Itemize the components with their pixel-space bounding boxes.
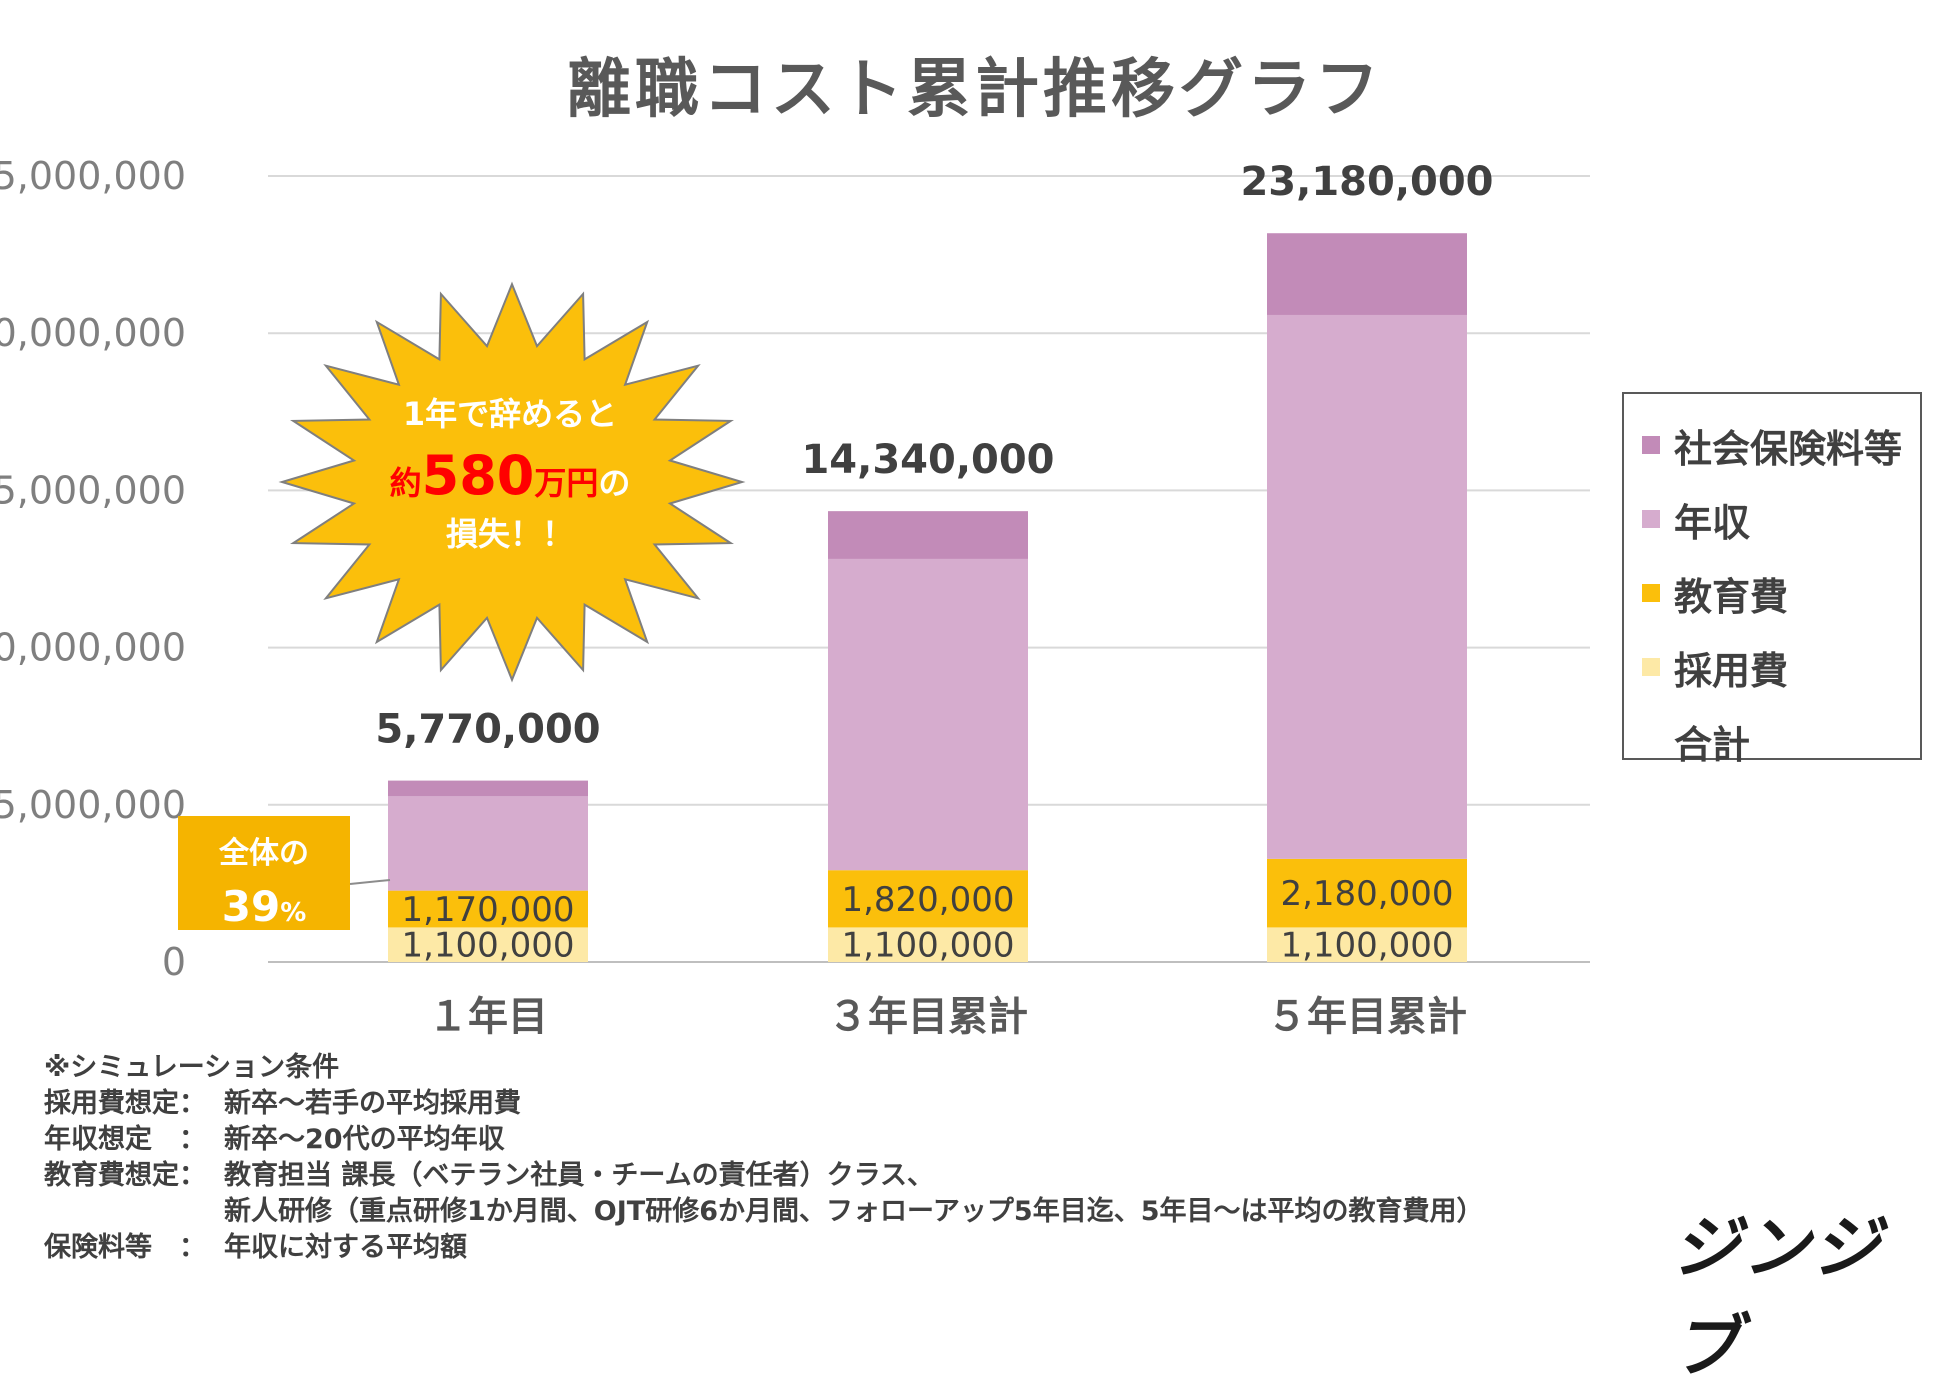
legend-swatch <box>1642 732 1660 750</box>
bar-segment <box>1267 233 1467 315</box>
burst-amount: 580 <box>421 444 535 507</box>
bar-segment <box>1267 858 1467 928</box>
x-category-label: ３年目累計 <box>828 994 1028 1040</box>
legend-label: 教育費 <box>1674 574 1789 619</box>
callout-unit: % <box>280 898 307 928</box>
data-labels: 1,100,0001,170,0005,770,0001,100,0001,82… <box>375 159 1493 965</box>
bar-segment <box>828 870 1028 928</box>
legend-swatch <box>1642 510 1660 528</box>
chart-canvas: 0 5,000,000 10,000,000 15,000,000 20,000,000… <box>0 154 1590 1040</box>
legend-swatch <box>1642 658 1660 676</box>
note-row: ※シミュレーション条件 <box>44 1050 1483 1086</box>
note-label <box>44 1194 224 1230</box>
x-category-label: １年目 <box>428 994 548 1040</box>
burst-prefix: 約 <box>389 464 422 502</box>
note-row: 保険料等 ： 年収に対する平均額 <box>44 1230 1483 1266</box>
bar-segment <box>388 927 588 962</box>
chart-legend: 社会保険料等 年収教育費採用費合計 <box>1622 392 1922 767</box>
chart-title: 離職コスト累計推移グラフ <box>567 53 1383 127</box>
bar-segment <box>388 796 588 891</box>
simulation-notes: ※シミュレーション条件 採用費想定： 新卒～若手の平均採用費 年収想定 ： 新卒～20代… <box>44 1050 1483 1266</box>
segment-data-label: 1,170,000 <box>401 890 574 930</box>
bar-segment <box>828 558 1028 871</box>
note-label: ※シミュレーション条件 <box>44 1052 340 1083</box>
note-row: 教育費想定： 教育担当 課長（ベテラン社員・チームの責任者）クラス、 <box>44 1158 1483 1194</box>
burst-line1: 1年で辞めると <box>402 395 618 433</box>
note-value: 教育担当 課長（ベテラン社員・チームの責任者）クラス、 <box>224 1160 935 1191</box>
note-row: 新人研修（重点研修1か月間、OJT研修6か月間、フォローアップ5年目迄、5年目～… <box>44 1194 1483 1230</box>
segment-data-label: 2,180,000 <box>1280 874 1453 914</box>
bars <box>388 233 1467 962</box>
burst-particle: の <box>598 464 631 502</box>
segment-data-label: 1,820,000 <box>841 880 1014 920</box>
starburst-shape <box>278 281 746 683</box>
segment-data-label: 1,100,000 <box>401 926 574 966</box>
bar-segment <box>1267 927 1467 962</box>
y-axis-ticks: 0 5,000,000 10,000,000 15,000,000 20,000,000… <box>0 154 186 984</box>
burst-line3: 損失！！ <box>445 515 574 553</box>
bar-segment <box>828 927 1028 962</box>
y-tick-label: 25,000,000 <box>0 154 186 198</box>
total-data-label: 5,770,000 <box>375 707 600 753</box>
note-row: 採用費想定： 新卒～若手の平均採用費 <box>44 1086 1483 1122</box>
bar-segment <box>1267 314 1467 859</box>
note-value: 新人研修（重点研修1か月間、OJT研修6か月間、フォローアップ5年目迄、5年目～… <box>224 1196 1484 1227</box>
legend-label: 合計 <box>1674 722 1751 767</box>
note-label: 採用費想定： <box>44 1088 206 1119</box>
legend-item: 合計 <box>1624 704 1920 778</box>
legend-swatch <box>1642 584 1660 602</box>
total-data-label: 14,340,000 <box>801 437 1054 483</box>
legend-item: 採用費 <box>1624 630 1920 704</box>
callout-value-row: 39% <box>178 882 350 931</box>
bar-segment <box>388 780 588 797</box>
callout-value: 39 <box>221 882 281 931</box>
x-category-label: ５年目累計 <box>1267 994 1467 1040</box>
legend-item: 年収 <box>1624 482 1920 556</box>
legend-swatch <box>1642 436 1660 454</box>
burst-line2: 約580万円の <box>330 449 690 503</box>
legend-label: 年収 <box>1674 500 1751 545</box>
burst-suffix: 万円 <box>534 464 599 502</box>
legend-label: 採用費 <box>1674 648 1789 693</box>
legend-item: 社会保険料等 <box>1624 408 1920 482</box>
note-label: 年収想定 ： <box>44 1124 206 1155</box>
note-value: 新卒～20代の平均年収 <box>224 1124 505 1155</box>
y-tick-label: 20,000,000 <box>0 311 186 355</box>
note-value: 新卒～若手の平均採用費 <box>224 1088 521 1119</box>
segment-data-label: 1,100,000 <box>841 926 1014 966</box>
callout-leader-line <box>349 879 391 885</box>
note-value: 年収に対する平均額 <box>224 1232 467 1263</box>
y-tick-label: 5,000,000 <box>0 783 186 827</box>
note-row: 年収想定 ： 新卒～20代の平均年収 <box>44 1122 1483 1158</box>
callout-label: 全体の <box>219 836 309 871</box>
y-tick-label: 10,000,000 <box>0 626 186 670</box>
legend-label: 社会保険料等 <box>1674 426 1903 471</box>
bar-segment <box>388 890 588 928</box>
share-callout: 全体の 39% <box>178 816 350 931</box>
segment-data-label: 1,100,000 <box>1280 926 1453 966</box>
total-data-label: 23,180,000 <box>1240 159 1493 205</box>
bar-segment <box>828 511 1028 559</box>
x-axis-categories: １年目 ３年目累計 ５年目累計 <box>428 994 1467 1040</box>
note-label: 保険料等 ： <box>44 1232 206 1263</box>
y-tick-label: 15,000,000 <box>0 468 186 512</box>
legend-item: 教育費 <box>1624 556 1920 630</box>
y-tick-label: 0 <box>162 940 186 984</box>
note-label: 教育費想定： <box>44 1160 206 1191</box>
brand-logo: ジンジブ <box>1672 1209 1883 1387</box>
